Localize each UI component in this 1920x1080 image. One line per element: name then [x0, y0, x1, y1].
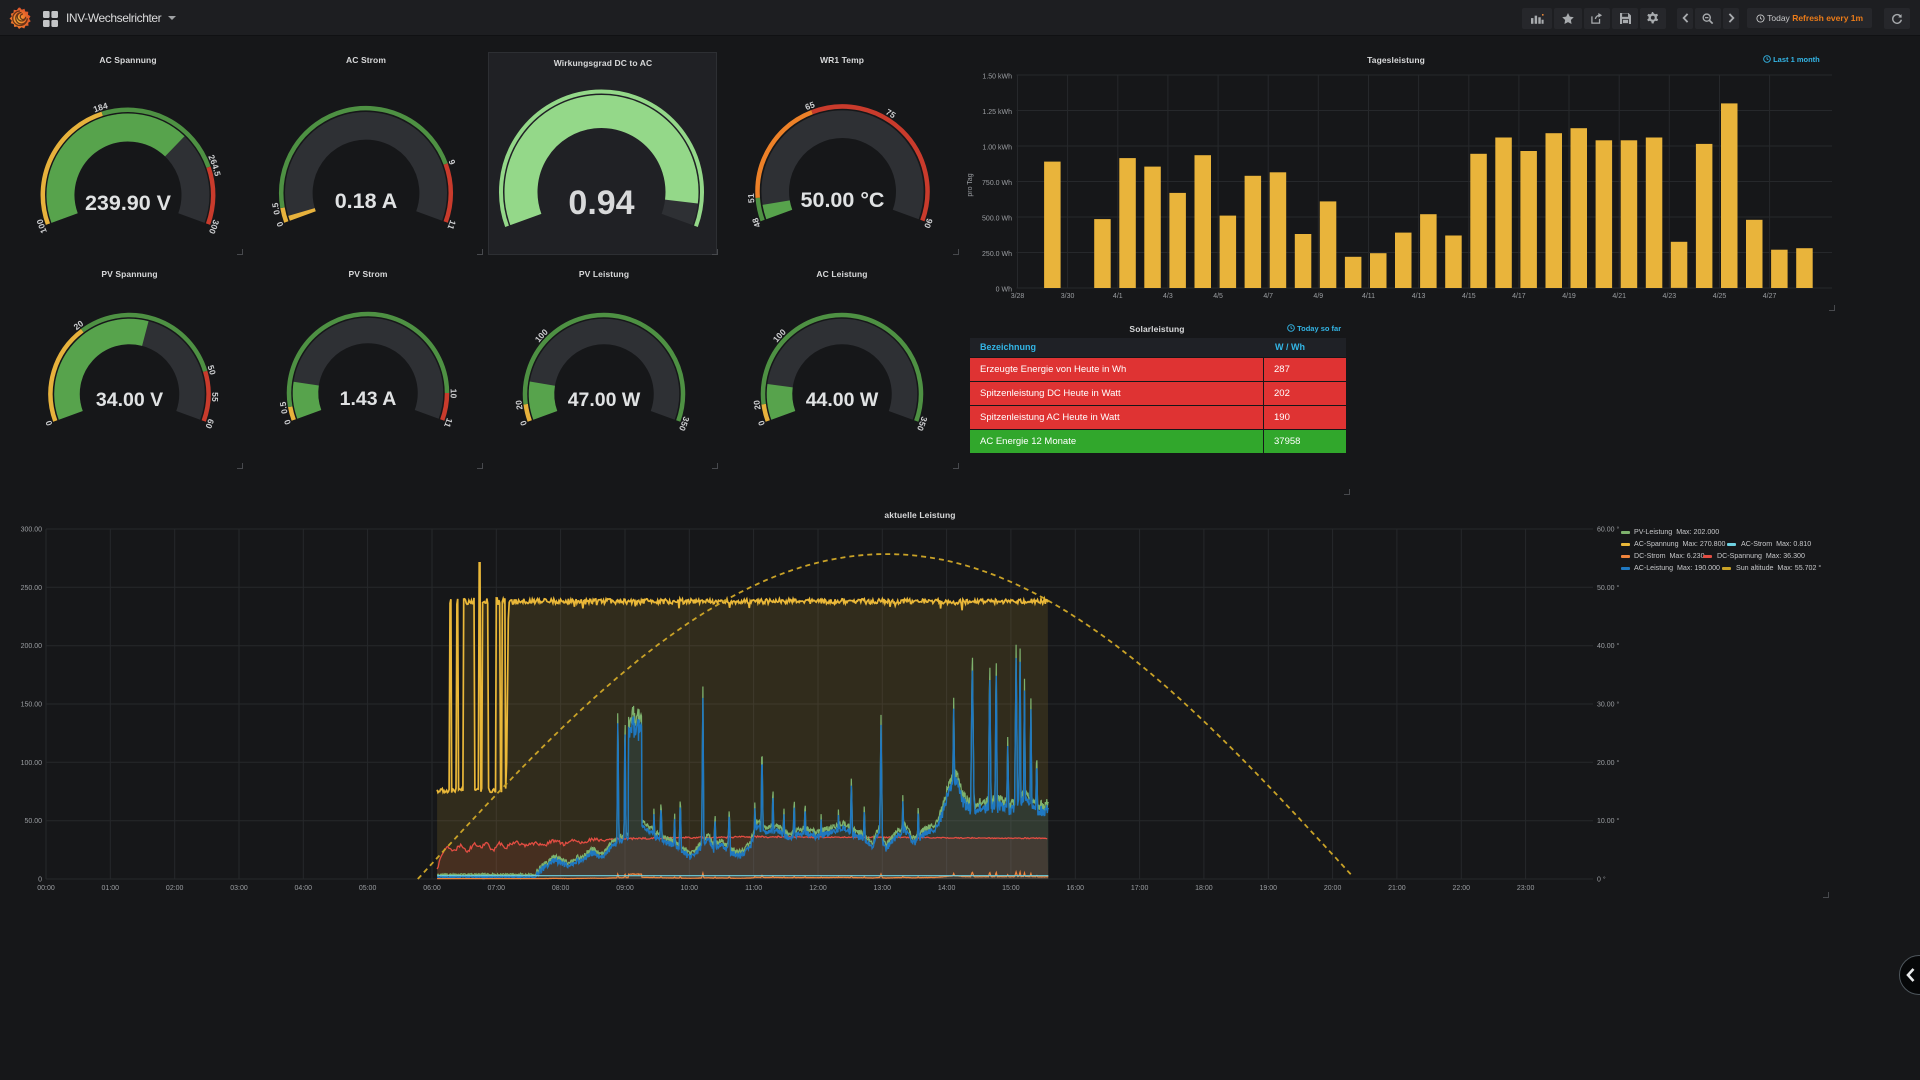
svg-text:100: 100 — [34, 218, 48, 235]
svg-text:0.5: 0.5 — [278, 401, 290, 415]
svg-text:90: 90 — [922, 217, 935, 230]
svg-text:50.00: 50.00 — [24, 818, 42, 825]
svg-text:11: 11 — [442, 417, 455, 429]
svg-text:200.00: 200.00 — [21, 643, 43, 650]
svg-text:3/28: 3/28 — [1011, 293, 1025, 300]
svg-text:100.00: 100.00 — [21, 760, 43, 767]
svg-text:09:00: 09:00 — [616, 885, 634, 892]
svg-text:0: 0 — [43, 419, 54, 427]
svg-text:0 Wh: 0 Wh — [996, 287, 1012, 294]
svg-text:4/21: 4/21 — [1612, 293, 1626, 300]
svg-text:0: 0 — [274, 220, 285, 228]
svg-text:0: 0 — [756, 419, 767, 427]
svg-text:50.00 °C: 50.00 °C — [801, 188, 885, 212]
svg-text:60: 60 — [203, 418, 216, 431]
svg-text:0: 0 — [38, 877, 42, 884]
svg-text:44.00 W: 44.00 W — [806, 389, 879, 411]
svg-text:22:00: 22:00 — [1453, 885, 1471, 892]
svg-text:03:00: 03:00 — [230, 885, 248, 892]
svg-text:9: 9 — [447, 158, 458, 166]
svg-text:0.5: 0.5 — [270, 202, 282, 216]
svg-text:13:00: 13:00 — [874, 885, 892, 892]
svg-text:4/1: 4/1 — [1113, 293, 1123, 300]
svg-text:300: 300 — [207, 219, 222, 236]
svg-text:4/11: 4/11 — [1362, 293, 1375, 300]
svg-text:51: 51 — [746, 193, 757, 204]
svg-text:20.00 °: 20.00 ° — [1597, 759, 1619, 767]
svg-text:40.00 °: 40.00 ° — [1597, 642, 1619, 650]
svg-text:4/19: 4/19 — [1562, 293, 1576, 300]
svg-text:12:00: 12:00 — [809, 885, 827, 892]
svg-text:1.25 kWh: 1.25 kWh — [982, 109, 1012, 116]
svg-text:17:00: 17:00 — [1131, 885, 1149, 892]
svg-text:20:00: 20:00 — [1324, 885, 1342, 892]
svg-text:4/9: 4/9 — [1313, 293, 1323, 300]
svg-text:1.43 A: 1.43 A — [340, 388, 397, 410]
svg-text:4/13: 4/13 — [1412, 293, 1426, 300]
svg-text:0.18 A: 0.18 A — [335, 189, 398, 213]
svg-text:07:00: 07:00 — [488, 885, 506, 892]
svg-text:4/23: 4/23 — [1662, 293, 1676, 300]
svg-text:23:00: 23:00 — [1517, 885, 1535, 892]
svg-text:16:00: 16:00 — [1067, 885, 1085, 892]
svg-text:500.0 Wh: 500.0 Wh — [982, 216, 1012, 223]
svg-text:60.00 °: 60.00 ° — [1597, 526, 1619, 534]
svg-text:4/25: 4/25 — [1713, 293, 1727, 300]
svg-text:50.00 °: 50.00 ° — [1597, 584, 1619, 592]
svg-text:02:00: 02:00 — [166, 885, 184, 892]
svg-text:0 °: 0 ° — [1597, 876, 1606, 884]
svg-text:184: 184 — [92, 100, 109, 114]
svg-text:04:00: 04:00 — [295, 885, 313, 892]
svg-text:0.94: 0.94 — [568, 184, 634, 222]
svg-text:pro Tag: pro Tag — [967, 173, 974, 196]
svg-text:06:00: 06:00 — [423, 885, 441, 892]
svg-text:4/15: 4/15 — [1462, 293, 1476, 300]
svg-text:15:00: 15:00 — [1002, 885, 1020, 892]
svg-text:10:00: 10:00 — [681, 885, 699, 892]
svg-text:250.0 Wh: 250.0 Wh — [982, 251, 1012, 258]
svg-text:05:00: 05:00 — [359, 885, 377, 892]
svg-text:4/17: 4/17 — [1512, 293, 1526, 300]
svg-text:300.00: 300.00 — [21, 527, 43, 534]
svg-text:30.00 °: 30.00 ° — [1597, 701, 1619, 709]
svg-text:01:00: 01:00 — [102, 885, 120, 892]
svg-text:4/5: 4/5 — [1213, 293, 1223, 300]
svg-text:11: 11 — [445, 219, 458, 231]
svg-text:239.90 V: 239.90 V — [85, 191, 172, 215]
svg-text:10: 10 — [449, 389, 459, 399]
svg-text:1.00 kWh: 1.00 kWh — [982, 145, 1012, 152]
svg-text:150.00: 150.00 — [21, 702, 43, 709]
svg-text:00:00: 00:00 — [37, 885, 55, 892]
svg-text:0: 0 — [518, 419, 529, 427]
svg-text:55: 55 — [210, 392, 220, 402]
svg-text:4/27: 4/27 — [1763, 293, 1777, 300]
svg-text:20: 20 — [751, 399, 762, 410]
svg-text:11:00: 11:00 — [745, 885, 762, 892]
svg-text:21:00: 21:00 — [1388, 885, 1406, 892]
svg-text:750.0 Wh: 750.0 Wh — [982, 180, 1012, 187]
svg-text:19:00: 19:00 — [1260, 885, 1278, 892]
svg-text:4/3: 4/3 — [1163, 293, 1173, 300]
svg-text:3/30: 3/30 — [1061, 293, 1075, 300]
svg-text:18:00: 18:00 — [1195, 885, 1213, 892]
svg-text:1.50 kWh: 1.50 kWh — [982, 74, 1012, 81]
svg-text:34.00 V: 34.00 V — [96, 389, 163, 411]
svg-text:4/7: 4/7 — [1263, 293, 1273, 300]
svg-text:08:00: 08:00 — [552, 885, 570, 892]
svg-text:20: 20 — [513, 399, 524, 410]
svg-text:47.00 W: 47.00 W — [568, 389, 641, 411]
svg-text:0: 0 — [282, 418, 293, 426]
svg-text:10.00 °: 10.00 ° — [1597, 817, 1619, 825]
svg-text:250.00: 250.00 — [21, 585, 43, 592]
svg-text:14:00: 14:00 — [938, 885, 956, 892]
